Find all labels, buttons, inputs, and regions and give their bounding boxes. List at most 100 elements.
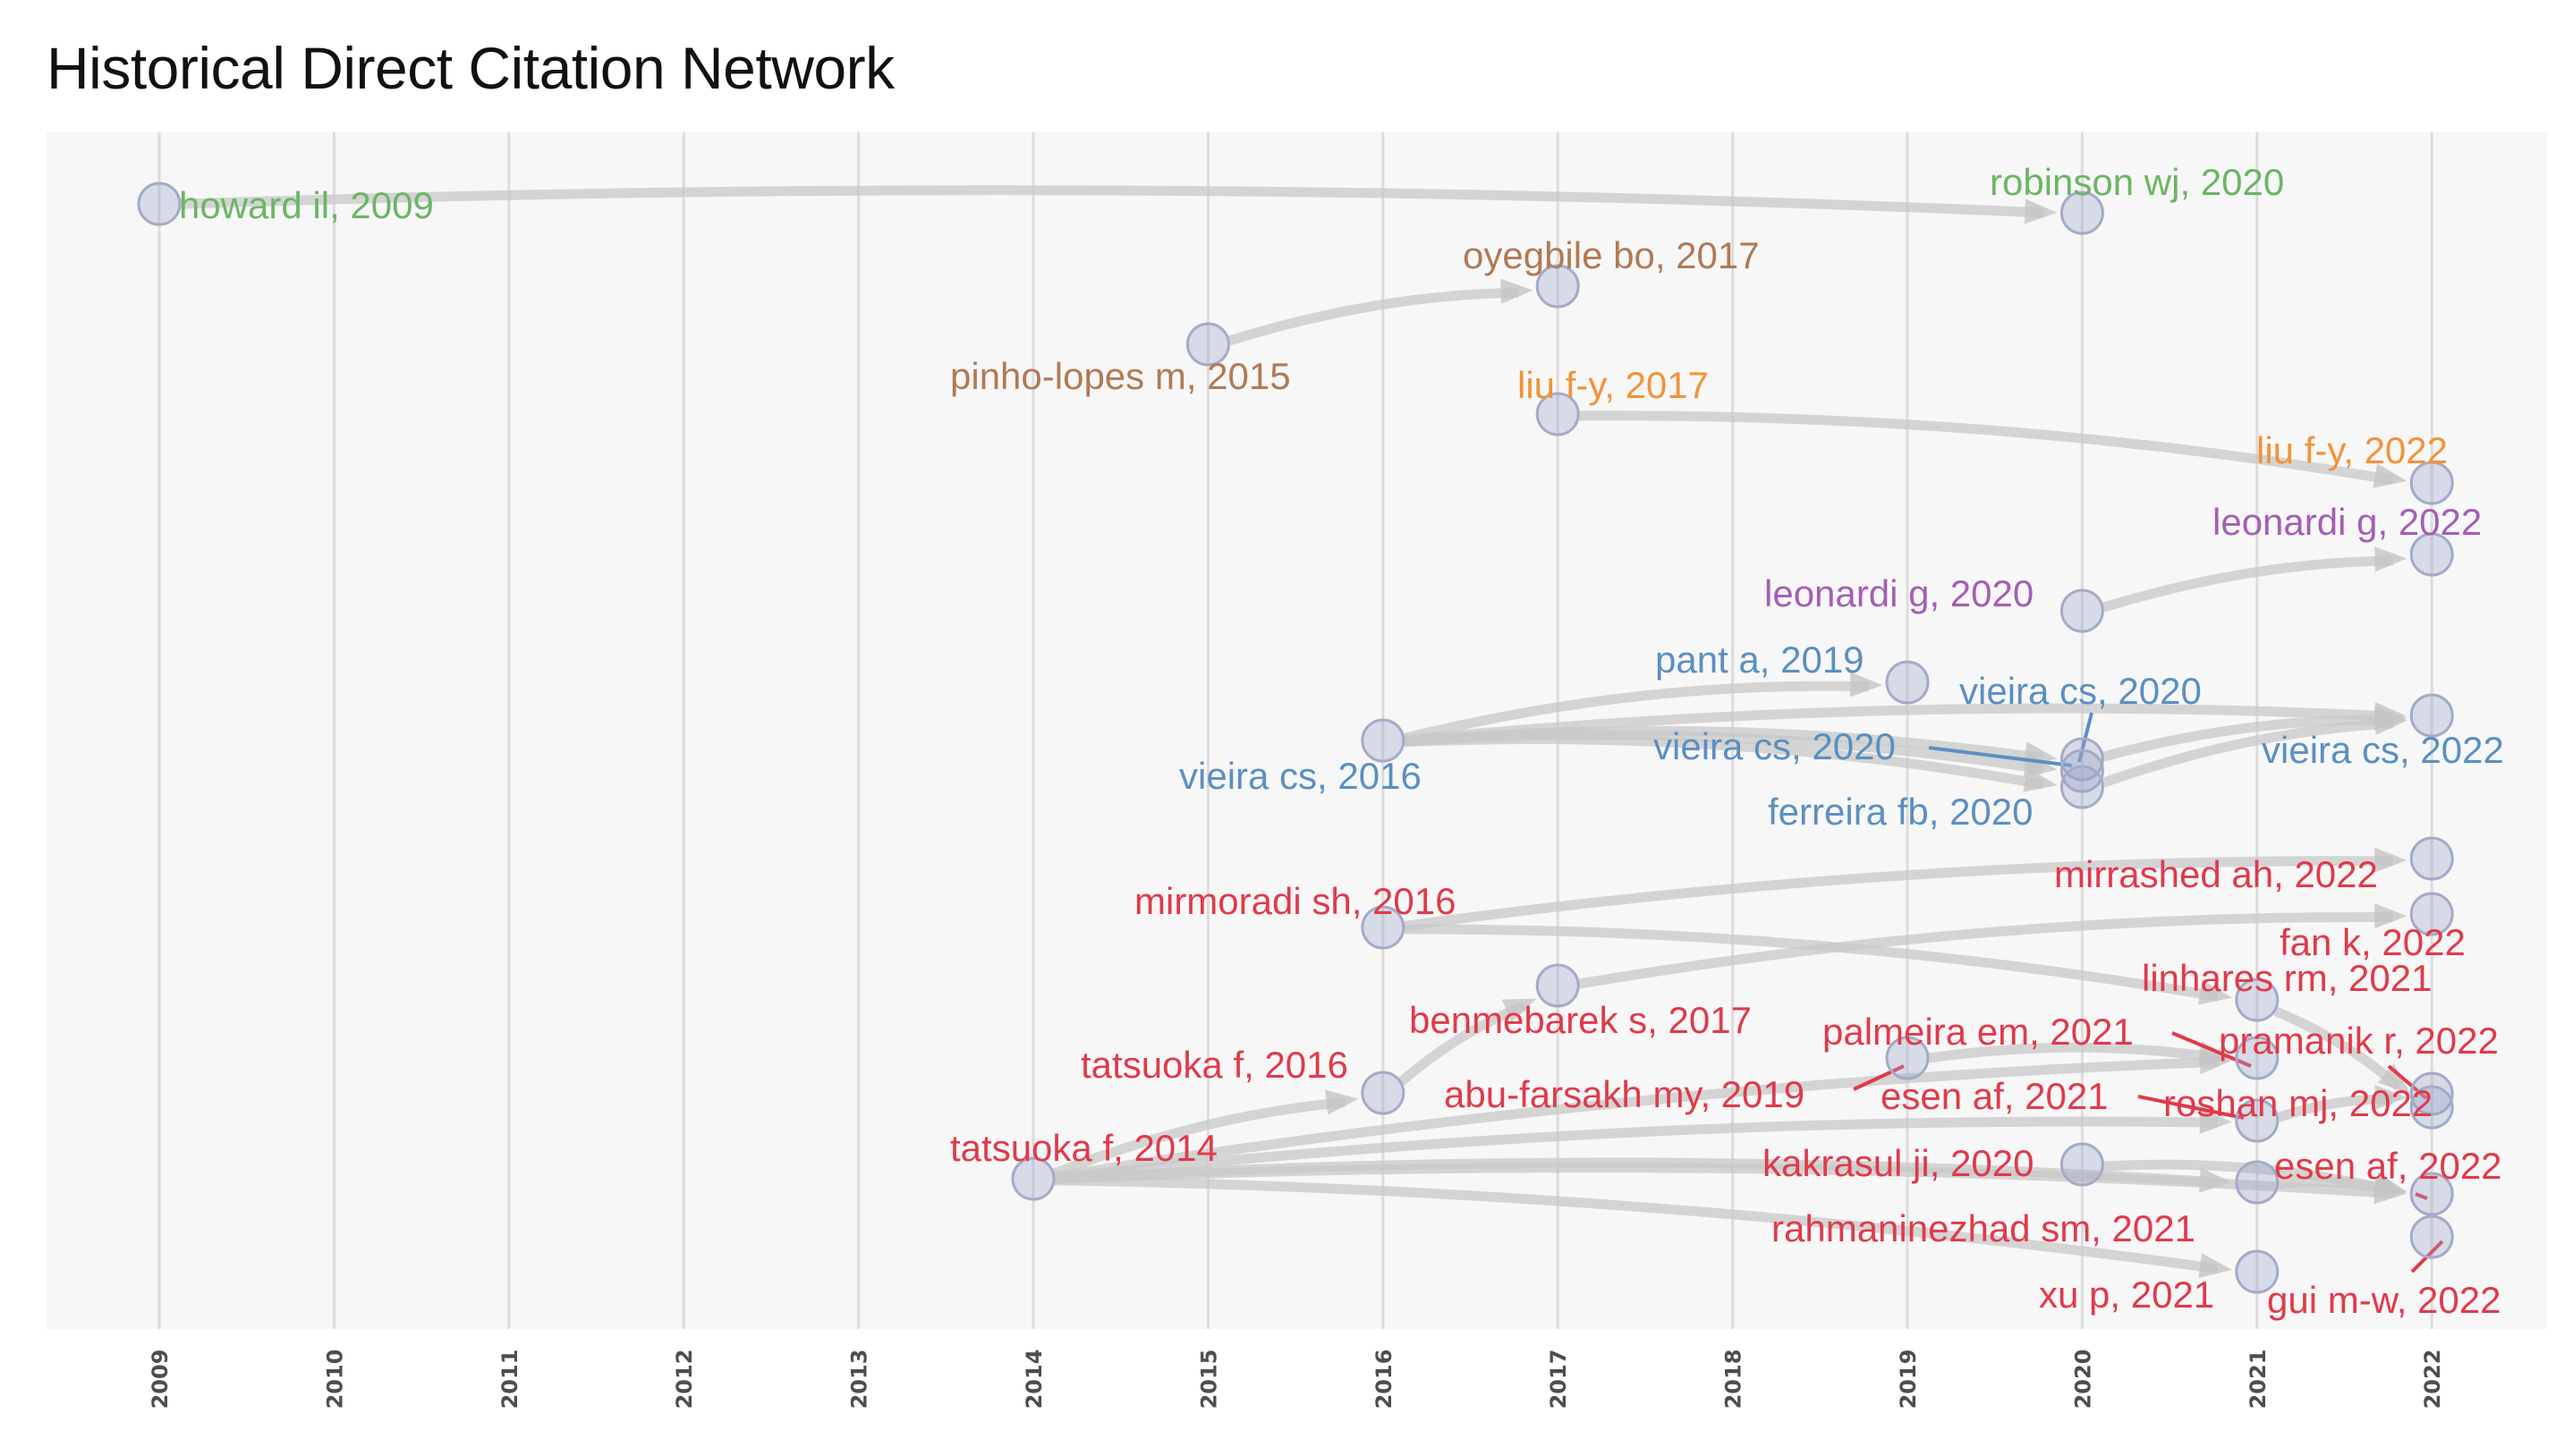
node-ferreira2020 [2059, 765, 2104, 809]
node-vieira2016 [1361, 718, 1405, 763]
edge-tatsuoka2014-to-xu2021 [1054, 1175, 2219, 1274]
chart-title: Historical Direct Citation Network [47, 35, 895, 101]
node-label-vieira2020b: vieira cs, 2020 [1653, 725, 1896, 767]
edge-tatsuoka2014-to-tatsuoka2016 [1052, 1097, 1346, 1179]
paper-labels: howard il, 2009 robinson wj, 2020 oyegbile… [179, 161, 2504, 1321]
edge-tatsuoka2014-to-esen2022 [1054, 1163, 2393, 1199]
edge-vieira2020a-to-vieira2022 [2102, 715, 2393, 762]
x-tick-label-2015: 2015 [1196, 1350, 1221, 1409]
node-label-liu2022: liu f-y, 2022 [2256, 429, 2448, 471]
edge-howard2009-to-robinson2020 [180, 185, 2043, 218]
node-label-fan2022: fan k, 2022 [2280, 921, 2466, 963]
node-label-leonardi2020: leonardi g, 2020 [1764, 572, 2034, 614]
node-esen2022 [2409, 1172, 2454, 1216]
node-gui2022 [2409, 1215, 2454, 1259]
leader-line-pramanik2022 [2387, 1064, 2428, 1100]
node-leonardi2022 [2409, 532, 2454, 577]
x-tick-label-2012: 2012 [672, 1350, 697, 1409]
x-tick-label-2019: 2019 [1896, 1350, 1921, 1409]
node-mirrashed2022 [2409, 836, 2454, 881]
edge-vieira2016-to-pant2019 [1403, 681, 1869, 743]
node-linhares2021 [2235, 978, 2280, 1022]
node-label-esen2021: esen af, 2021 [1881, 1075, 2109, 1117]
arrowhead-mirmoradi2016-to-linhares2021 [2198, 979, 2232, 1005]
node-label-benmebarek2017: benmebarek s, 2017 [1409, 999, 1752, 1041]
arrowhead-mirmoradi2016-to-mirrashed2022 [2374, 847, 2407, 873]
node-label-linhares2021: linhares rm, 2021 [2142, 957, 2433, 999]
edge-abufarsakh2019-to-palmeira2021 [1928, 1042, 2219, 1063]
x-tick-label-2022: 2022 [2420, 1350, 2445, 1409]
edge-tatsuoka2014-to-palmeira2021 [1054, 1056, 2219, 1182]
arrowhead-rahmaninezhad2021-to-esen2022 [2373, 1172, 2407, 1198]
node-label-roshan2022: roshan mj, 2022 [2163, 1082, 2433, 1124]
node-howard2009 [137, 182, 182, 226]
node-roshan2022 [2409, 1085, 2454, 1130]
node-abufarsakh2019 [1885, 1036, 1930, 1080]
arrowhead-esen2021-to-pramanik2022 [2374, 1084, 2407, 1110]
arrowhead-howard2009-to-robinson2020 [2024, 199, 2058, 224]
x-tick-label-2020: 2020 [2070, 1350, 2095, 1409]
x-tick-label-2011: 2011 [497, 1350, 522, 1409]
node-label-rahmaninezhad2021: rahmaninezhad sm, 2021 [1771, 1207, 2195, 1249]
leader-line-vieira2020a [2077, 712, 2093, 763]
node-label-robinson2020: robinson wj, 2020 [1990, 161, 2284, 203]
node-pramanik2022 [2409, 1071, 2454, 1116]
arrowhead-tatsuoka2014-to-xu2021 [2198, 1253, 2232, 1278]
node-robinson2020 [2059, 190, 2104, 235]
node-label-ferreira2020: ferreira fb, 2020 [1768, 791, 2034, 833]
x-tick-label-2014: 2014 [1022, 1350, 1047, 1409]
arrowhead-pinho2015-to-oyegbile2017 [1500, 278, 1533, 304]
arrowhead-benmebarek2017-to-fan2022 [2374, 903, 2407, 929]
node-label-kakrasul2020: kakrasul ji, 2020 [1762, 1142, 2034, 1184]
arrowhead-vieira2016-to-pant2019 [1849, 672, 1883, 698]
node-label-oyegbile2017: oyegbile bo, 2017 [1463, 234, 1760, 276]
node-label-leonardi2022: leonardi g, 2022 [2212, 501, 2482, 543]
x-tick-label-2016: 2016 [1371, 1350, 1397, 1409]
edge-leonardi2020-to-leonardi2022 [2102, 555, 2393, 613]
node-tatsuoka2014 [1011, 1156, 1056, 1201]
arrowhead-vieira2016-to-ferreira2020 [2023, 767, 2058, 792]
node-palmeira2021 [2235, 1036, 2280, 1080]
node-label-abufarsakh2019: abu-farsakh my, 2019 [1444, 1073, 1804, 1115]
edge-liu2017-to-liu2022 [1579, 411, 2394, 485]
x-axis-tick-labels: 2009 2010 2011 2012 2013 2014 2015 2016 2017 2018… [148, 1350, 2445, 1409]
arrowhead-tatsuoka2016-to-benmebarek2017 [1501, 998, 1537, 1023]
node-label-xu2021: xu p, 2021 [2039, 1274, 2214, 1316]
node-label-tatsuoka2016: tatsuoka f, 2016 [1081, 1044, 1348, 1086]
node-vieira2020b [2059, 749, 2104, 793]
edge-pinho2015-to-oyegbile2017 [1227, 287, 1519, 346]
node-oyegbile2017 [1535, 264, 1580, 309]
arrowhead-liu2017-to-liu2022 [2373, 463, 2407, 488]
edge-benmebarek2017-to-fan2022 [1578, 911, 2393, 989]
node-label-liu2017: liu f-y, 2017 [1517, 364, 1709, 406]
citation-edges [180, 185, 2411, 1278]
x-tick-label-2021: 2021 [2246, 1350, 2271, 1409]
node-label-vieira2020a: vieira cs, 2020 [1959, 670, 2202, 712]
node-tatsuoka2016 [1361, 1071, 1405, 1115]
node-label-vieira2022: vieira cs, 2022 [2262, 729, 2504, 771]
node-rahmaninezhad2021 [2235, 1160, 2280, 1205]
leader-line-esen2022 [2415, 1192, 2428, 1200]
edge-ferreira2020-to-vieira2022 [2102, 718, 2394, 788]
x-tick-label-2010: 2010 [322, 1350, 347, 1409]
node-label-esen2022: esen af, 2022 [2274, 1145, 2502, 1187]
node-label-vieira2016: vieira cs, 2016 [1179, 755, 1422, 797]
node-label-pramanik2022: pramanik r, 2022 [2219, 1020, 2499, 1062]
node-label-tatsuoka2014: tatsuoka f, 2014 [950, 1127, 1218, 1169]
label-leader-lines [1853, 712, 2444, 1274]
leader-line-esen2021 [2137, 1095, 2245, 1120]
plot-panel [47, 132, 2547, 1329]
edge-vieira2016-to-ferreira2020 [1404, 734, 2044, 790]
edge-vieira2016-to-vieira2022 [1404, 703, 2393, 745]
node-label-mirmoradi2016: mirmoradi sh, 2016 [1134, 880, 1456, 922]
node-liu2022 [2409, 461, 2454, 505]
x-tick-label-2009: 2009 [148, 1350, 173, 1409]
arrowhead-leonardi2020-to-leonardi2022 [2374, 546, 2407, 572]
edge-mirmoradi2016-to-mirrashed2022 [1404, 856, 2393, 931]
node-liu2017 [1535, 392, 1580, 436]
node-label-palmeira2021: palmeira em, 2021 [1822, 1011, 2134, 1053]
node-pinho2015 [1185, 322, 1230, 367]
x-tick-label-2018: 2018 [1721, 1350, 1746, 1409]
node-esen2021 [2235, 1098, 2280, 1143]
